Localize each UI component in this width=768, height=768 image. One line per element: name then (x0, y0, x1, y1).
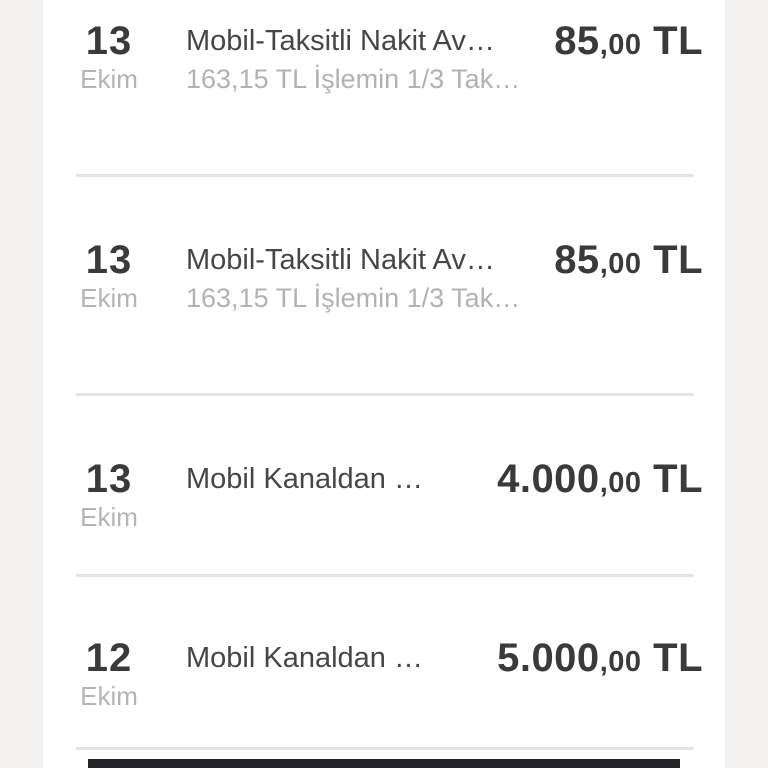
transaction-title: Mobil-Taksitli Nakit Av… (186, 25, 495, 57)
transaction-date: 13 Ekim (73, 458, 145, 534)
amount-decimal: ,00 (599, 646, 642, 678)
transaction-row[interactable]: 13 Ekim Mobil-Taksitli Nakit Av… 163,15 … (43, 0, 725, 174)
transaction-amount: 4.000,00 TL (497, 458, 703, 504)
row-divider (76, 174, 694, 177)
row-divider (76, 574, 694, 577)
row-divider (76, 393, 694, 396)
transaction-date: 13 Ekim (73, 20, 145, 96)
amount-integer: 5.000 (497, 636, 600, 680)
transaction-title: Mobil Kanaldan … (186, 463, 423, 495)
row-divider (76, 747, 694, 750)
left-gutter (0, 0, 43, 768)
transaction-date: 13 Ekim (73, 239, 145, 315)
transaction-info: Mobil-Taksitli Nakit Av… 163,15 TL İşlem… (186, 239, 546, 315)
transaction-day: 12 (85, 636, 133, 680)
right-gutter (725, 0, 768, 768)
amount-integer: 4.000 (497, 457, 600, 501)
transaction-day: 13 (85, 19, 133, 63)
transaction-month: Ekim (80, 502, 138, 532)
transaction-amount: 5.000,00 TL (497, 637, 703, 683)
amount-currency: TL (641, 19, 703, 63)
amount-currency: TL (641, 238, 703, 282)
gesture-navigation-bar[interactable] (88, 759, 680, 768)
transaction-month: Ekim (80, 681, 138, 711)
transaction-amount: 85,00 TL (554, 20, 703, 66)
transaction-title: Mobil Kanaldan … (186, 642, 423, 674)
transaction-subtitle: 163,15 TL İşlemin 1/3 Tak… (186, 64, 521, 94)
transaction-info: Mobil Kanaldan … (186, 458, 489, 500)
amount-currency: TL (641, 457, 703, 501)
transaction-day: 13 (85, 238, 133, 282)
transaction-row[interactable]: 13 Ekim Mobil-Taksitli Nakit Av… 163,15 … (43, 177, 725, 393)
transaction-day: 13 (85, 457, 133, 501)
transaction-list: 13 Ekim Mobil-Taksitli Nakit Av… 163,15 … (43, 0, 725, 768)
transaction-row[interactable]: 13 Ekim Mobil Kanaldan … 4.000,00 TL (43, 396, 725, 574)
transaction-month: Ekim (80, 283, 138, 313)
transaction-info: Mobil Kanaldan … (186, 637, 489, 679)
amount-decimal: ,00 (599, 467, 642, 499)
amount-decimal: ,00 (599, 248, 642, 280)
transaction-month: Ekim (80, 64, 138, 94)
transaction-date: 12 Ekim (73, 637, 145, 713)
transaction-info: Mobil-Taksitli Nakit Av… 163,15 TL İşlem… (186, 20, 546, 96)
transaction-title: Mobil-Taksitli Nakit Av… (186, 244, 495, 276)
transaction-amount: 85,00 TL (554, 239, 703, 285)
transaction-subtitle: 163,15 TL İşlemin 1/3 Tak… (186, 283, 521, 313)
amount-decimal: ,00 (599, 29, 642, 61)
amount-integer: 85 (554, 238, 600, 282)
amount-currency: TL (641, 636, 703, 680)
transaction-row[interactable]: 12 Ekim Mobil Kanaldan … 5.000,00 TL (43, 577, 725, 747)
amount-integer: 85 (554, 19, 600, 63)
